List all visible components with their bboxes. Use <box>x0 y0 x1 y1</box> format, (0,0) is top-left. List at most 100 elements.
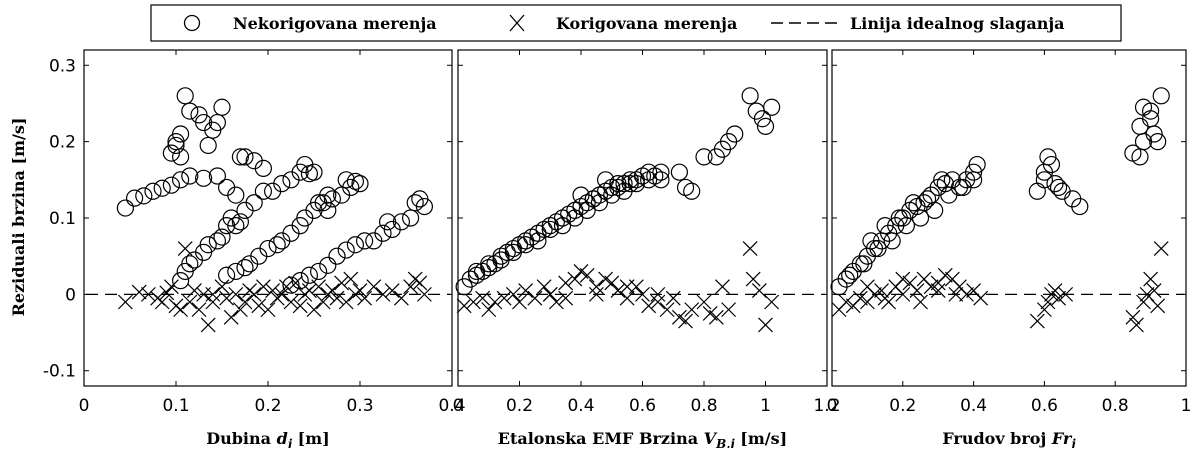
corrected-point <box>255 279 271 295</box>
uncorrected-point <box>392 213 410 231</box>
corrected-point <box>721 302 737 318</box>
uncorrected-point <box>208 113 226 132</box>
uncorrected-point <box>176 87 194 105</box>
uncorrected-point <box>566 209 584 227</box>
corrected-point <box>715 279 730 295</box>
x-axis-title: Frudov broj Frj <box>942 429 1076 448</box>
uncorrected-point <box>135 187 153 205</box>
uncorrected-point <box>480 255 498 273</box>
corrected-point <box>200 317 216 333</box>
uncorrected-point <box>1049 178 1068 197</box>
corrected-point <box>518 283 534 298</box>
uncorrected-point <box>213 228 231 246</box>
corrected-point <box>496 290 512 306</box>
legend-cross-marker <box>509 14 525 32</box>
corrected-point <box>343 271 359 287</box>
uncorrected-point <box>621 171 639 189</box>
corrected-point <box>324 283 340 298</box>
uncorrected-point <box>756 117 775 135</box>
uncorrected-point <box>208 167 226 185</box>
uncorrected-point <box>126 189 144 207</box>
uncorrected-point <box>1042 155 1061 174</box>
uncorrected-point <box>683 182 701 200</box>
x-tick-label: 0.4 <box>960 396 987 416</box>
corrected-point <box>177 241 193 256</box>
uncorrected-point <box>337 241 355 259</box>
corrected-point <box>283 294 299 310</box>
corrected-point <box>610 283 626 298</box>
uncorrected-point <box>236 259 254 277</box>
corrected-point <box>465 294 481 310</box>
uncorrected-point <box>940 186 958 204</box>
corrected-point <box>742 241 758 256</box>
corrected-point <box>393 290 409 306</box>
corrected-point <box>696 294 712 310</box>
corrected-point <box>412 275 428 291</box>
uncorrected-point <box>841 266 859 284</box>
uncorrected-point <box>319 201 337 219</box>
uncorrected-point <box>231 213 249 231</box>
uncorrected-point <box>195 169 213 187</box>
corrected-point <box>512 294 527 310</box>
corrected-point <box>1047 283 1063 298</box>
x-tick-label: 0 <box>827 396 838 416</box>
uncorrected-point <box>305 163 323 181</box>
uncorrected-point <box>883 232 901 250</box>
corrected-point <box>641 298 657 314</box>
corrected-point <box>306 302 322 318</box>
corrected-point <box>1029 313 1045 329</box>
plot-frame <box>83 49 453 387</box>
corrected-point <box>173 302 189 318</box>
corrected-point <box>895 286 911 302</box>
uncorrected-point <box>374 224 392 242</box>
uncorrected-point <box>1149 133 1167 151</box>
corrected-point <box>159 285 175 301</box>
uncorrected-point <box>529 232 547 250</box>
uncorrected-point <box>181 167 199 185</box>
corrected-point <box>475 290 491 306</box>
corrected-point <box>1125 309 1141 325</box>
corrected-point <box>315 294 331 310</box>
uncorrected-point <box>144 182 162 200</box>
corrected-point <box>131 284 147 300</box>
x-tick-label: 0.2 <box>506 396 533 416</box>
y-axis-title: Reziduali brzina [m/s] <box>9 118 28 317</box>
uncorrected-point <box>346 172 364 190</box>
uncorrected-point <box>911 209 930 227</box>
uncorrected-point <box>379 213 397 231</box>
corrected-point <box>117 294 133 310</box>
uncorrected-point <box>467 262 486 281</box>
uncorrected-point <box>218 266 236 284</box>
corrected-point <box>548 294 564 310</box>
uncorrected-point <box>918 190 937 208</box>
uncorrected-point <box>1039 148 1057 166</box>
uncorrected-point <box>337 171 355 189</box>
uncorrected-point <box>763 98 781 116</box>
corrected-point <box>223 309 239 325</box>
uncorrected-point <box>172 171 190 189</box>
uncorrected-point <box>116 199 135 217</box>
corrected-point <box>265 283 281 298</box>
uncorrected-point <box>541 220 559 239</box>
uncorrected-point <box>227 217 245 235</box>
uncorrected-point <box>1141 102 1160 120</box>
uncorrected-point <box>517 236 535 254</box>
uncorrected-point <box>726 125 744 143</box>
uncorrected-point <box>964 171 983 189</box>
uncorrected-point <box>933 171 951 189</box>
corrected-point <box>635 286 650 302</box>
corrected-point <box>838 294 854 310</box>
corrected-point <box>191 302 207 318</box>
legend-label-ideal: Linija idealnog slaganja <box>850 14 1065 33</box>
uncorrected-point <box>231 148 249 166</box>
x-tick-label: 0.3 <box>346 396 373 416</box>
legend-circle-marker <box>183 14 201 32</box>
uncorrected-point <box>1145 125 1163 143</box>
corrected-point <box>352 283 368 298</box>
x-tick-label: 0.8 <box>1102 396 1129 416</box>
uncorrected-point <box>208 232 226 250</box>
uncorrected-point <box>323 190 341 208</box>
uncorrected-point <box>652 171 670 189</box>
corrected-point <box>246 286 262 302</box>
